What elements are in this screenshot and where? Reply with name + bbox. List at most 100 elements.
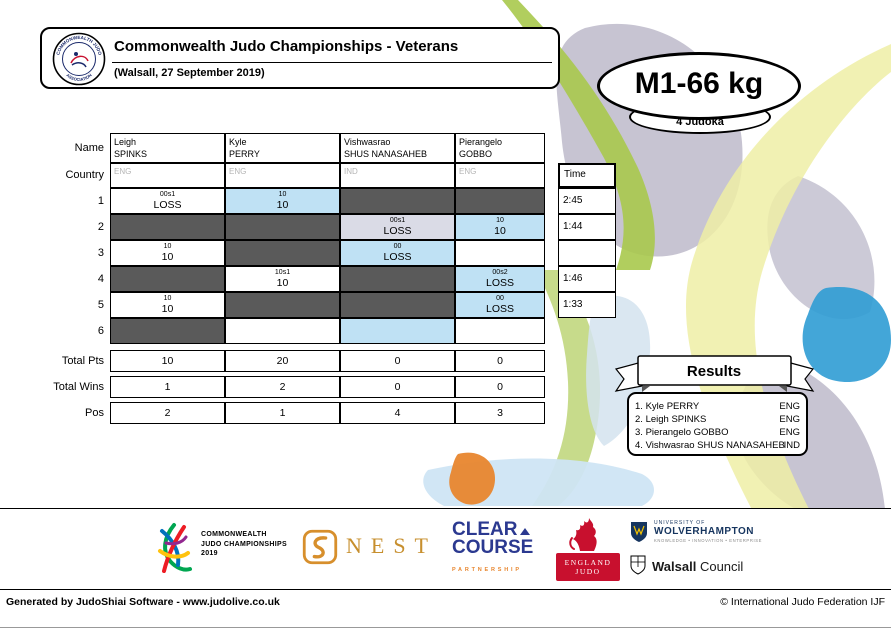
walsall-council-crest-icon <box>630 555 646 575</box>
nest-logo-icon <box>302 529 338 565</box>
competitor-last-name: PERRY <box>229 149 260 159</box>
empty-cell <box>340 318 455 344</box>
england-judo-line1: ENGLAND <box>564 558 612 567</box>
results-title: Results <box>687 363 741 380</box>
competitor-country-cell: ENG <box>455 163 545 188</box>
row-label-total-pts: Total Pts <box>61 355 104 367</box>
match-cell: 10 10 <box>225 188 340 214</box>
time-cell: 1:33 <box>558 292 616 318</box>
match-result: 10 <box>494 225 506 237</box>
match-score: 00 <box>393 243 402 250</box>
competitor-country-cell: ENG <box>110 163 225 188</box>
results-banner-ribbon: Results <box>614 355 815 392</box>
result-country: IND <box>783 440 800 451</box>
result-rank: 1. <box>635 401 643 412</box>
row-label-round: 5 <box>97 299 104 311</box>
wolverhampton-logo-text: UNIVERSITY OF WOLVERHAMPTON KNOWLEDGE • … <box>654 520 762 543</box>
inactive-cell <box>455 188 545 214</box>
time-cell: 1:44 <box>558 214 616 240</box>
competitor-last-name: SPINKS <box>114 149 148 159</box>
total-wins-cell: 2 <box>225 376 340 398</box>
result-country: ENG <box>779 401 800 412</box>
inactive-cell <box>340 266 455 292</box>
match-score: 00s1 <box>389 217 406 224</box>
match-cell: 00s1 LOSS <box>110 188 225 214</box>
row-label-round: 2 <box>97 221 104 233</box>
result-name: Pierangelo GOBBO <box>645 427 729 438</box>
match-result: 10 <box>276 199 289 211</box>
inactive-cell <box>225 240 340 266</box>
england-judo-line2: JUDO <box>575 567 601 576</box>
inactive-cell <box>340 292 455 318</box>
competitor-name-cell: Pierangelo GOBBO <box>455 133 545 163</box>
uow-tagline: KNOWLEDGE • INNOVATION • ENTERPRISE <box>654 538 763 543</box>
footer-copyright-text: © International Judo Federation IJF <box>720 596 885 608</box>
competitor-country-cell: ENG <box>225 163 340 188</box>
match-cell: 10 10 <box>110 240 225 266</box>
row-label-pos: Pos <box>85 407 104 419</box>
commonwealth-judo-association-logo-icon: COMMONWEALTH JUDO ASSOCIATION <box>52 32 106 86</box>
walsall-name: Walsall <box>652 559 697 574</box>
england-judo-lion-icon <box>569 518 597 551</box>
wolverhampton-shield-icon <box>631 522 647 542</box>
row-label-country: Country <box>65 169 104 181</box>
competitor-last-name: GOBBO <box>459 149 493 159</box>
uow-line2: WOLVERHAMPTON <box>654 526 755 537</box>
result-country: ENG <box>779 414 800 425</box>
inactive-cell <box>225 292 340 318</box>
clearcourse-partnership: PARTNERSHIP <box>452 567 522 573</box>
clearcourse-word-course: COURSE <box>452 537 534 558</box>
svg-text:ASSOCIATION: ASSOCIATION <box>65 73 92 83</box>
competitor-name-cell: Leigh SPINKS <box>110 133 225 163</box>
walsall-suffix: Council <box>699 559 744 574</box>
cwg-line3: 2019 <box>201 550 218 557</box>
inactive-cell <box>110 318 225 344</box>
header-divider <box>112 62 552 63</box>
row-label-name: Name <box>74 142 104 154</box>
pool-table: Name Country 1 2 3 4 5 6 Total Pts Total… <box>53 133 616 424</box>
clearcourse-logo: CLEAR COURSE PARTNERSHIP <box>452 520 534 579</box>
cwg-line2: JUDO CHAMPIONSHIPS <box>201 540 287 548</box>
inactive-cell <box>110 266 225 292</box>
match-score: 10 <box>278 191 287 198</box>
result-entry: 3. Pierangelo GOBBO ENG <box>635 426 800 439</box>
match-score: 10 <box>496 217 504 224</box>
footer-generator-text: Generated by JudoShiai Software - www.ju… <box>6 596 280 608</box>
inactive-cell <box>110 214 225 240</box>
result-entry: 1. Kyle PERRY ENG <box>635 400 800 413</box>
competitor-name-cell: Kyle PERRY <box>225 133 340 163</box>
match-score: 00s1 <box>159 191 176 198</box>
competitor-last-name: SHUS NANASAHEB <box>344 149 428 159</box>
result-entry: 2. Leigh SPINKS ENG <box>635 413 800 426</box>
result-rank: 3. <box>635 427 643 438</box>
match-cell: 10 10 <box>455 214 545 240</box>
cwg-line1: COMMONWEALTH <box>201 531 267 538</box>
weight-category: M1-66 kg <box>634 67 764 100</box>
commonwealth-games-logo-text: COMMONWEALTH JUDO CHAMPIONSHIPS 2019 <box>201 530 287 559</box>
inactive-cell <box>340 188 455 214</box>
result-entry: 4. Vishwasrao SHUS NANASAHEB IND <box>635 439 800 452</box>
position-cell: 4 <box>340 402 455 424</box>
match-cell: 00s2 LOSS <box>455 266 545 292</box>
match-score: 00s2 <box>492 269 508 276</box>
match-result: 10 <box>276 277 289 289</box>
match-result: LOSS <box>383 225 412 237</box>
position-cell: 1 <box>225 402 340 424</box>
time-column-header: Time <box>558 163 616 188</box>
total-pts-cell: 0 <box>455 350 545 372</box>
result-name: Vishwasrao SHUS NANASAHEB <box>645 440 785 451</box>
match-result: LOSS <box>485 303 514 315</box>
result-country: ENG <box>779 427 800 438</box>
walsall-council-logo-text: Walsall Council <box>652 559 743 574</box>
page-title: Commonwealth Judo Championships - Vetera… <box>114 38 459 55</box>
result-name: Leigh SPINKS <box>645 414 707 425</box>
competitor-name-cell: Vishwasrao SHUS NANASAHEB <box>340 133 455 163</box>
match-score: 10 <box>163 243 172 250</box>
match-result: 10 <box>161 303 174 315</box>
match-cell: 00 LOSS <box>455 292 545 318</box>
uow-line1: UNIVERSITY OF <box>654 520 706 526</box>
competitor-first-name: Vishwasrao <box>344 137 391 147</box>
competitor-first-name: Kyle <box>229 137 247 147</box>
match-result: LOSS <box>383 251 412 263</box>
